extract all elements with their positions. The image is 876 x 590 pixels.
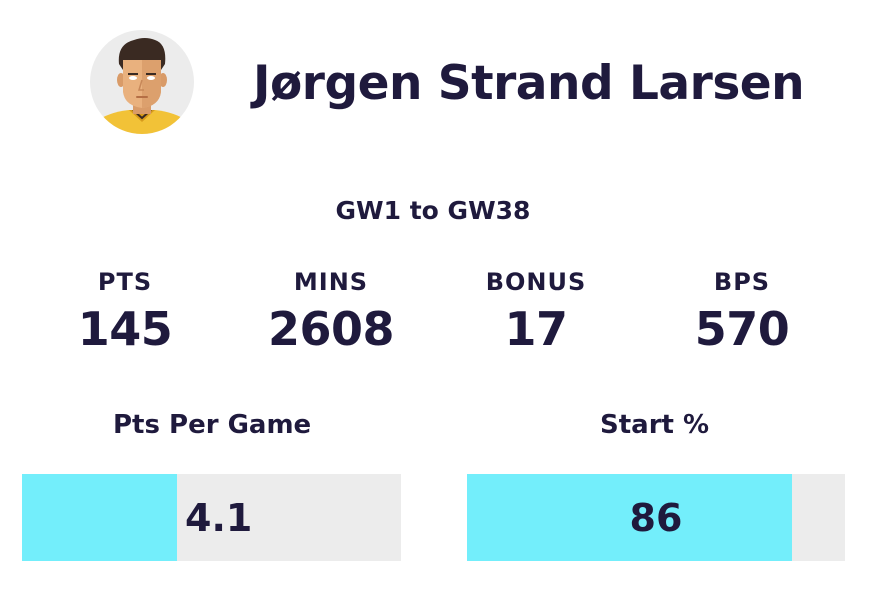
stat-bonus: BONUS 17: [446, 268, 626, 356]
stat-bps: BPS 570: [652, 268, 832, 356]
pts-per-game-title: Pts Per Game: [113, 410, 312, 440]
player-avatar: [89, 30, 195, 140]
start-pct-bar-fill: [467, 474, 793, 561]
player-avatar-icon: [90, 30, 194, 134]
start-pct-value: 86: [629, 495, 683, 540]
stat-label: BPS: [713, 268, 771, 296]
pts-per-game-value: 4.1: [185, 495, 253, 540]
stat-value: 145: [77, 302, 173, 356]
pts-per-game-bar: 4.1: [22, 474, 401, 561]
start-pct-bar: 86: [467, 474, 845, 561]
stat-mins: MINS 2608: [241, 268, 421, 356]
stat-label: PTS: [97, 268, 153, 296]
stat-value: 17: [504, 302, 568, 356]
start-pct-title: Start %: [600, 410, 710, 440]
stat-label: MINS: [293, 268, 369, 296]
stat-label: BONUS: [485, 268, 587, 296]
pts-per-game-bar-fill: [22, 474, 178, 561]
stat-value: 2608: [267, 302, 395, 356]
player-name: Jørgen Strand Larsen: [253, 56, 805, 111]
stat-value: 570: [694, 302, 790, 356]
stat-pts: PTS 145: [35, 268, 215, 356]
gameweek-range: GW1 to GW38: [335, 196, 531, 225]
